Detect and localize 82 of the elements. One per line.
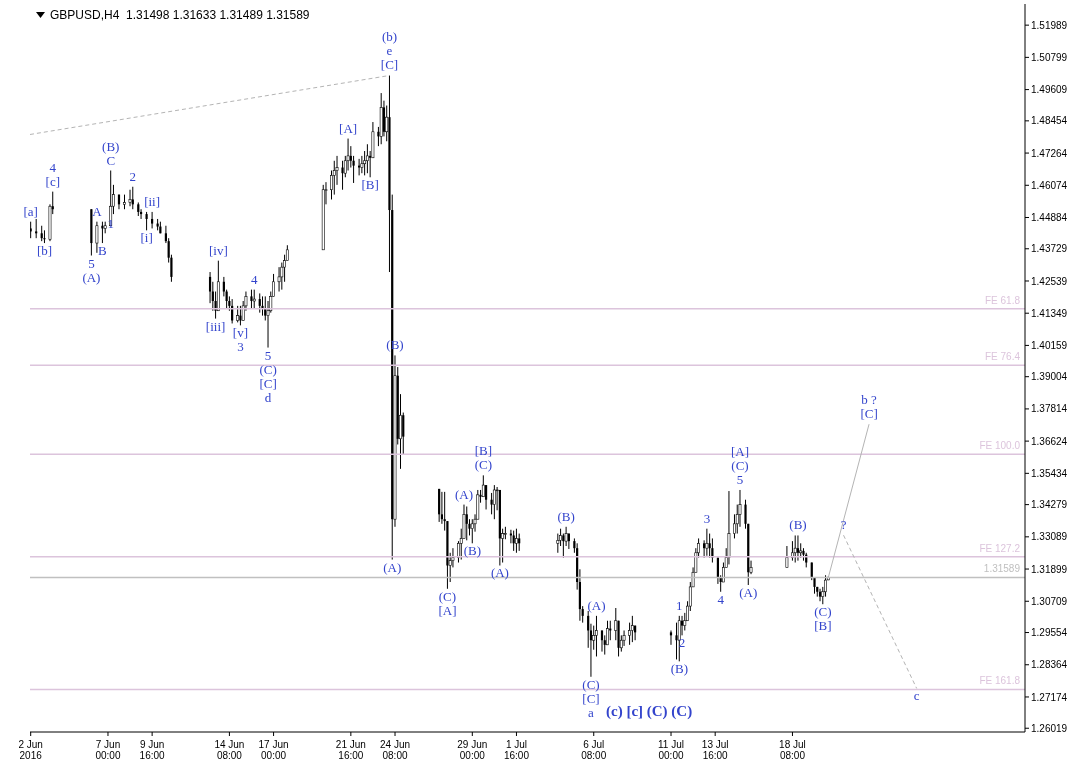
x-tick-label: 11 Jul 00:00 — [658, 739, 684, 761]
x-tick-label: 24 Jun 08:00 — [380, 739, 411, 761]
annotation: 1 — [107, 215, 114, 231]
y-tick-label: 1.37814 — [1031, 403, 1068, 415]
x-tick-label: 17 Jun 00:00 — [258, 739, 289, 761]
y-tick-label: 1.41349 — [1031, 307, 1068, 319]
annotation: ? — [840, 517, 847, 533]
ref-line-label: 1.31589 — [983, 563, 1021, 575]
annotation: 3 — [703, 510, 711, 526]
annotation: [B] — [361, 177, 379, 193]
x-tick-label: 13 Jul 16:00 — [701, 739, 729, 761]
ref-line-label: FE 76.4 — [984, 351, 1021, 363]
y-tick-label: 1.43729 — [1031, 243, 1068, 255]
ref-line-label: FE 61.8 — [984, 294, 1021, 306]
x-tick-label: 14 Jun 08:00 — [214, 739, 245, 761]
annotation: (B) — [463, 543, 481, 559]
annotation: [iv] — [208, 242, 228, 258]
y-tick-label: 1.39004 — [1031, 371, 1068, 383]
x-tick-label: 7 Jun 00:00 — [95, 739, 121, 761]
y-tick-label: 1.46074 — [1031, 179, 1068, 191]
annotation: 4 [c] — [45, 159, 60, 189]
annotation: [A] (C) 5 — [731, 443, 750, 487]
y-tick-label: 1.51989 — [1031, 19, 1068, 31]
x-tick-label: 9 Jun 16:00 — [139, 739, 166, 761]
annotation: (B) C — [102, 138, 120, 168]
y-tick-label: 1.44884 — [1031, 212, 1068, 224]
y-tick-label: 1.29554 — [1031, 627, 1068, 639]
annotation: (C) [B] — [814, 604, 832, 634]
annotation: [iii] — [205, 318, 226, 334]
x-tick-label: 29 Jun 00:00 — [457, 739, 488, 761]
y-tick-label: 1.47264 — [1031, 147, 1068, 159]
annotation: c — [913, 688, 920, 704]
annotation: (C) [C] a — [582, 676, 600, 720]
y-tick-label: 1.31899 — [1031, 563, 1068, 575]
annotation: [b] — [36, 243, 53, 259]
annotation: [ii] — [144, 193, 161, 209]
annotation: [a] — [23, 203, 38, 219]
y-tick-label: 1.48454 — [1031, 115, 1068, 127]
annotation: A — [92, 203, 103, 219]
x-tick-label: 1 Jul 16:00 — [503, 739, 530, 761]
annotation: (c) [c] (C) (C) — [606, 703, 693, 720]
y-tick-label: 1.28364 — [1031, 659, 1068, 671]
x-tick-label: 18 Jul 08:00 — [779, 739, 806, 761]
ref-line-label: FE 127.2 — [979, 542, 1021, 554]
annotation: (B) — [789, 517, 807, 533]
annotation: (A) — [455, 486, 474, 502]
annotation: [i] — [140, 230, 153, 246]
annotation: [v] 3 — [232, 325, 249, 355]
annotation: (A) — [587, 597, 606, 613]
annotation: [A] — [339, 120, 358, 136]
chart-title: GBPUSD,H4 1.31498 1.31633 1.31489 1.31589 — [50, 8, 310, 22]
annotation: (B) — [557, 508, 575, 524]
y-tick-label: 1.27174 — [1031, 691, 1068, 703]
y-tick-label: 1.40159 — [1031, 339, 1068, 351]
annotation: b ? [C] — [860, 392, 878, 422]
annotation: 1 — [676, 597, 683, 613]
y-tick-label: 1.42539 — [1031, 275, 1068, 287]
y-tick-label: 1.50799 — [1031, 51, 1068, 63]
annotation: 2 — [129, 168, 137, 184]
y-tick-label: 1.33089 — [1031, 531, 1068, 543]
annotation: (A) — [739, 584, 758, 600]
annotation: (C) [A] — [438, 588, 457, 618]
x-tick-label: 2 Jun 2016 — [18, 739, 43, 761]
annotation: 4 — [251, 271, 258, 287]
annotation: (A) — [490, 565, 509, 581]
annotation: 5 (C) [C] d — [259, 347, 277, 405]
ref-line-label: FE 161.8 — [979, 675, 1021, 687]
annotation: [B] (C) — [474, 443, 493, 473]
x-tick-label: 6 Jul 08:00 — [581, 739, 607, 761]
annotation: B — [98, 243, 108, 259]
y-tick-label: 1.49609 — [1031, 84, 1068, 96]
y-tick-label: 1.34279 — [1031, 499, 1068, 511]
y-tick-label: 1.26019 — [1031, 722, 1068, 734]
annotation: (b) e [C] — [380, 29, 399, 73]
y-tick-label: 1.35434 — [1031, 467, 1068, 479]
annotation: (B) — [670, 661, 688, 677]
annotation: (A) — [383, 559, 402, 575]
annotation: 4 — [717, 591, 725, 607]
y-tick-label: 1.30709 — [1031, 595, 1068, 607]
annotation: 5 (A) — [82, 255, 101, 285]
x-tick-label: 21 Jun 16:00 — [335, 739, 366, 761]
y-tick-label: 1.36624 — [1031, 435, 1068, 447]
